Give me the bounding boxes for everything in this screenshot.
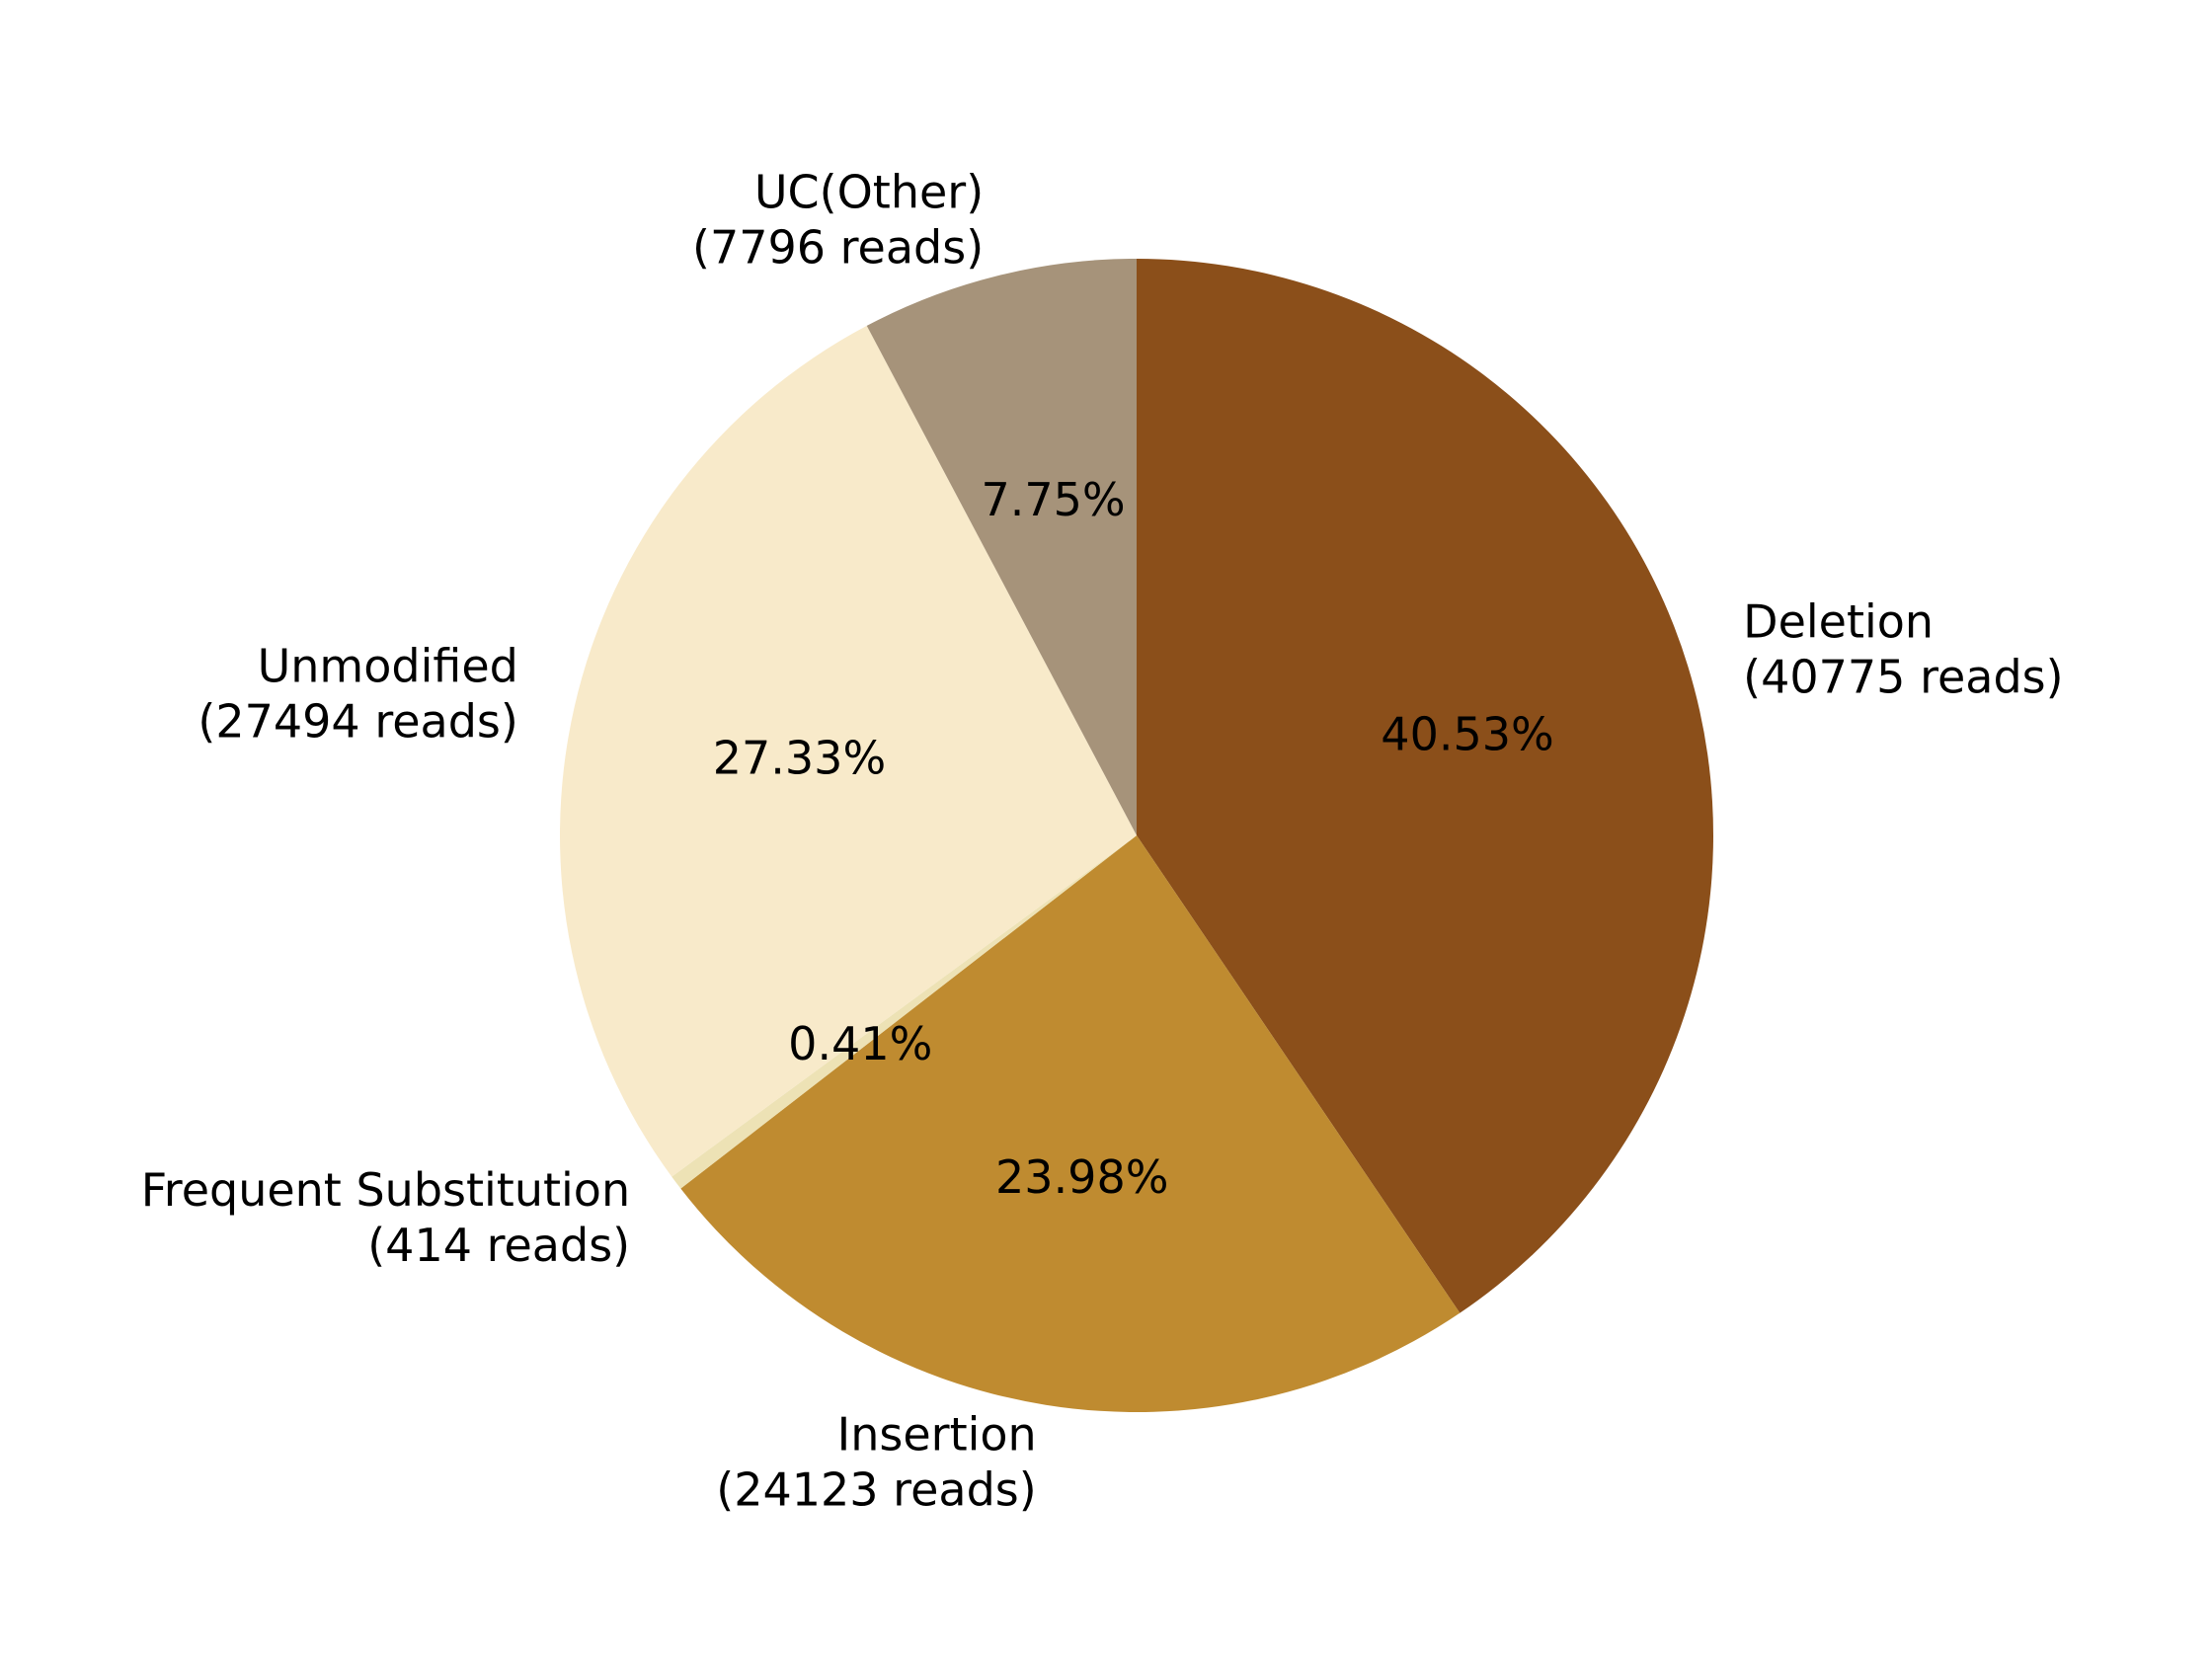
percent-label-unmodified: 27.33% bbox=[713, 732, 886, 785]
pie-slice-unmodified bbox=[560, 325, 1137, 1177]
percent-label-uc-other: 7.75% bbox=[981, 473, 1125, 526]
pie-slice-deletion bbox=[1137, 259, 1713, 1313]
category-label-unmodified: Unmodified (27494 reads) bbox=[198, 639, 517, 748]
pie-slice-insertion bbox=[680, 835, 1461, 1413]
percent-label-insertion: 23.98% bbox=[995, 1150, 1168, 1204]
category-name-unmodified: Unmodified bbox=[258, 639, 518, 692]
percent-label-deletion: 40.53% bbox=[1381, 707, 1553, 760]
category-reads-insertion: (24123 reads) bbox=[716, 1462, 1036, 1516]
category-name-insertion: Insertion bbox=[837, 1407, 1037, 1461]
category-labels: Deletion (40775 reads) Insertion (24123 rea… bbox=[141, 166, 2064, 1517]
category-reads-deletion: (40775 reads) bbox=[1743, 651, 2063, 704]
pie-slice-uc-other bbox=[866, 259, 1137, 835]
pie-slice-frequent-substitution bbox=[672, 835, 1137, 1189]
category-name-uc-other: UC(Other) bbox=[754, 166, 984, 219]
category-reads-frequent-substitution: (414 reads) bbox=[367, 1219, 630, 1272]
category-label-frequent-substitution: Frequent Substitution (414 reads) bbox=[141, 1163, 630, 1272]
category-label-insertion: Insertion (24123 reads) bbox=[716, 1407, 1036, 1516]
category-name-deletion: Deletion bbox=[1743, 595, 1934, 649]
percent-labels: 40.53% 23.98% 0.41% 27.33% 7.75% bbox=[713, 473, 1554, 1204]
category-label-deletion: Deletion (40775 reads) bbox=[1743, 595, 2063, 704]
percent-label-frequent-substitution: 0.41% bbox=[788, 1017, 932, 1070]
pie-slices bbox=[560, 259, 1713, 1413]
category-reads-uc-other: (7796 reads) bbox=[692, 221, 984, 275]
category-label-uc-other: UC(Other) (7796 reads) bbox=[692, 166, 984, 275]
category-name-frequent-substitution: Frequent Substitution bbox=[141, 1163, 630, 1217]
category-reads-unmodified: (27494 reads) bbox=[198, 694, 517, 748]
